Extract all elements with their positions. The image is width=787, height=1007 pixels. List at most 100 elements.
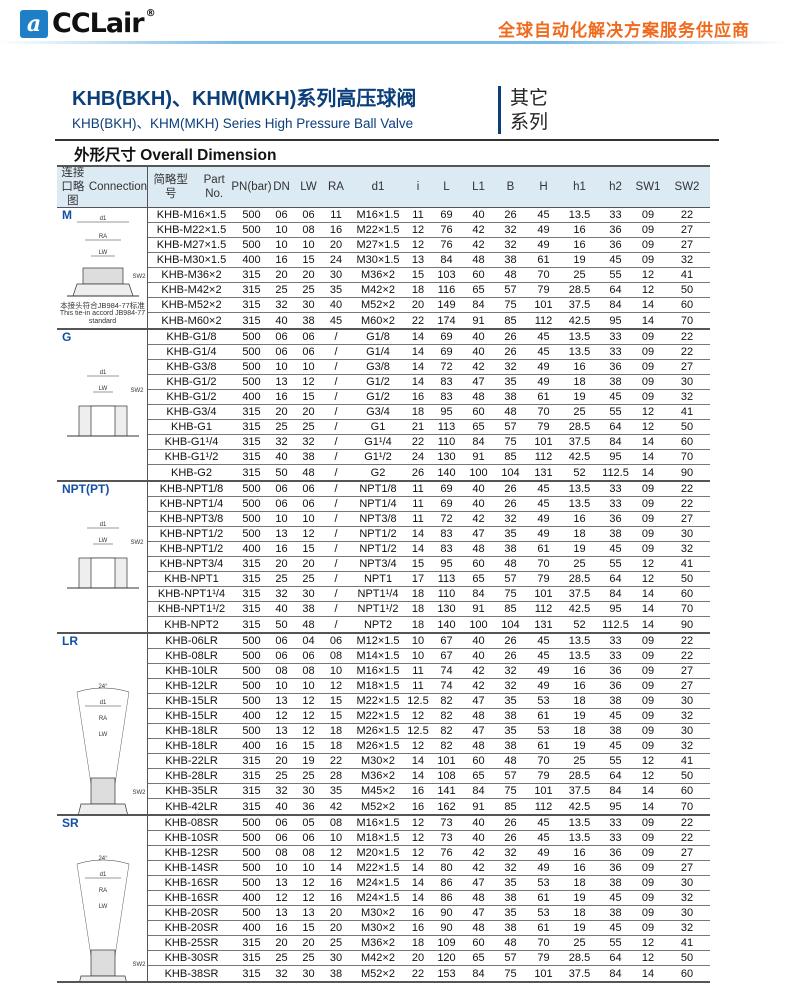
cell-sw2: 30	[680, 877, 694, 889]
table-row: KHB-NPT1/4 500 06 06 / NPT1/4 11 69 40 26 45 13.5 33…	[148, 497, 710, 512]
cell-dn: 06	[275, 650, 288, 662]
cell-l1: 42	[472, 665, 485, 677]
cell-dn: 20	[275, 406, 288, 418]
cell-h1: 25	[573, 755, 586, 767]
cell-简略型号: KHB-G1/2	[166, 391, 217, 403]
cell-i: 11	[412, 665, 424, 677]
page-title: KHB(BKH)、KHM(MKH)系列高压球阀	[72, 88, 417, 110]
cell-pn: 315	[242, 558, 261, 570]
cell-sw1: 12	[641, 558, 655, 570]
title-divider	[55, 139, 719, 141]
cell-d1: M22×1.5	[356, 224, 400, 236]
cell-lw: 06	[302, 498, 315, 510]
cell-lw: 08	[302, 665, 315, 677]
cell-l1: 60	[472, 558, 485, 570]
cell-lw: 15	[302, 740, 315, 752]
cell-h: 61	[537, 391, 550, 403]
cell-d1: M27×1.5	[356, 239, 400, 251]
logo-text: CCLair ®	[52, 8, 156, 39]
cell-简略型号: KHB-18LR	[165, 740, 218, 752]
cell-ra: /	[334, 618, 338, 631]
cell-sw1: 09	[641, 862, 655, 874]
cell-i: 14	[411, 361, 425, 373]
cell-i: 12	[411, 740, 425, 752]
cell-h: 49	[537, 528, 550, 540]
cell-h: 49	[537, 680, 550, 692]
cell-sw1: 09	[641, 209, 655, 221]
cell-sw2: 22	[680, 331, 694, 343]
cell-d1: M60×2	[361, 314, 395, 327]
cell-h2: 64	[609, 284, 622, 296]
cell-dn: 20	[275, 269, 288, 281]
cell-sw1: 14	[641, 800, 655, 813]
cell-pn: 400	[242, 543, 261, 555]
cell-i: 18	[411, 937, 425, 949]
cell-sw1: 09	[641, 680, 655, 692]
cell-b: 57	[504, 573, 517, 585]
cell-d1: M30×2	[361, 907, 395, 919]
cell-pn: 315	[242, 421, 261, 433]
cell-h: 53	[537, 907, 550, 919]
column-header: h1	[573, 181, 586, 193]
cell-l: 76	[440, 847, 453, 859]
cell-sw1: 12	[641, 269, 655, 281]
logo-mark: a	[20, 9, 48, 38]
cell-ra: /	[334, 573, 338, 585]
cell-h: 49	[537, 376, 550, 388]
cell-d1: M12×1.5	[356, 635, 400, 647]
cell-sw2: 90	[680, 618, 694, 631]
cell-sw2: 22	[680, 817, 694, 829]
cell-h: 45	[537, 209, 550, 221]
cell-l: 69	[440, 209, 453, 221]
cell-l: 103	[437, 269, 456, 281]
cell-lw: 30	[302, 967, 315, 980]
cell-l1: 60	[472, 755, 485, 767]
cell-i: 11	[412, 209, 424, 221]
cell-b: 35	[504, 725, 517, 737]
cell-i: 18	[411, 603, 425, 615]
cell-l1: 91	[472, 451, 485, 463]
cell-dn: 08	[275, 847, 288, 859]
cell-h2: 38	[609, 877, 622, 889]
cell-sw2: 70	[680, 314, 694, 327]
cell-b: 26	[504, 209, 517, 221]
cell-l: 83	[440, 391, 453, 403]
cell-sw1: 14	[641, 299, 655, 311]
cell-简略型号: KHB-28LR	[165, 770, 218, 782]
cell-i: 15	[411, 558, 425, 570]
cell-pn: 500	[242, 635, 261, 647]
cell-i: 20	[411, 299, 425, 311]
cell-l: 113	[437, 573, 456, 585]
cell-h2: 36	[609, 239, 622, 251]
cell-b: 38	[504, 922, 517, 934]
cell-l: 73	[440, 817, 453, 829]
table-row: KHB-08LR 500 06 06 08 M14×1.5 10 67 40 26 45 13.5 33…	[148, 649, 710, 664]
cell-b: 35	[504, 907, 517, 919]
cell-l1: 40	[472, 346, 485, 358]
cell-dn: 20	[275, 558, 288, 570]
cell-l: 72	[440, 361, 453, 373]
cell-l: 130	[437, 451, 456, 463]
cell-b: 38	[504, 892, 517, 904]
cell-简略型号: KHB-35LR	[165, 785, 218, 797]
connection-diagram: NPT(PT) d1 LW SW2	[57, 482, 148, 632]
cell-l: 69	[440, 498, 453, 510]
cell-h2: 36	[609, 847, 622, 859]
cell-dn: 16	[275, 254, 288, 266]
cell-h1: 37.5	[568, 299, 591, 311]
cell-d1: NPT3/8	[359, 513, 397, 525]
cell-sw1: 09	[641, 254, 655, 266]
cell-d1: G1¹/4	[364, 436, 392, 448]
cell-sw2: 60	[680, 436, 694, 448]
cell-l1: 60	[472, 406, 485, 418]
cell-pn: 500	[242, 331, 261, 343]
cell-pn: 500	[242, 361, 261, 373]
cell-d1: M16×1.5	[356, 665, 400, 677]
cell-sw1: 09	[641, 665, 655, 677]
cell-l: 74	[440, 680, 453, 692]
cell-h2: 45	[609, 543, 622, 555]
cell-ra: 20	[329, 907, 343, 919]
cell-sw2: 22	[680, 650, 694, 662]
cell-h: 45	[537, 650, 550, 662]
